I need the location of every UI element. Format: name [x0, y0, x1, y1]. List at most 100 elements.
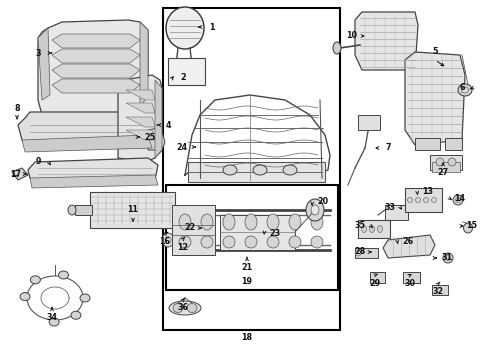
Text: 22: 22 — [184, 224, 195, 233]
Text: 23: 23 — [269, 229, 280, 238]
Ellipse shape — [68, 205, 76, 215]
Ellipse shape — [332, 42, 340, 54]
Polygon shape — [126, 103, 155, 113]
Polygon shape — [118, 75, 162, 162]
Bar — [168, 58, 204, 85]
Polygon shape — [22, 135, 152, 152]
Ellipse shape — [452, 195, 462, 205]
Ellipse shape — [179, 236, 191, 248]
Polygon shape — [126, 130, 155, 140]
Text: 26: 26 — [402, 237, 413, 246]
Bar — [357, 220, 389, 238]
Text: 9: 9 — [35, 157, 41, 166]
Bar — [402, 272, 419, 283]
Text: 8: 8 — [14, 104, 20, 112]
Text: 4: 4 — [165, 121, 170, 130]
Bar — [165, 185, 337, 290]
Bar — [163, 8, 339, 330]
Text: 13: 13 — [422, 188, 433, 197]
Text: 20: 20 — [317, 198, 328, 207]
Text: 21: 21 — [241, 264, 252, 273]
Ellipse shape — [244, 214, 257, 230]
Bar — [369, 272, 384, 283]
Text: 36: 36 — [177, 303, 188, 312]
Polygon shape — [38, 20, 148, 125]
Text: 7: 7 — [385, 144, 390, 153]
Text: 1: 1 — [209, 22, 214, 31]
Ellipse shape — [430, 198, 436, 202]
Polygon shape — [52, 34, 140, 48]
Ellipse shape — [165, 7, 203, 49]
Polygon shape — [155, 80, 162, 158]
Ellipse shape — [80, 294, 90, 302]
Ellipse shape — [266, 236, 279, 248]
Ellipse shape — [310, 236, 323, 248]
Ellipse shape — [201, 214, 213, 230]
Bar — [404, 188, 441, 212]
Bar — [429, 155, 461, 170]
Text: 5: 5 — [431, 48, 437, 57]
Polygon shape — [12, 168, 28, 180]
Text: 15: 15 — [466, 221, 476, 230]
Text: 31: 31 — [441, 253, 451, 262]
Polygon shape — [52, 79, 140, 93]
Text: 2: 2 — [180, 73, 185, 82]
Bar — [384, 205, 407, 220]
Ellipse shape — [415, 198, 420, 202]
Ellipse shape — [266, 214, 279, 230]
Ellipse shape — [423, 198, 427, 202]
Polygon shape — [52, 64, 140, 78]
Bar — [431, 285, 447, 295]
Ellipse shape — [30, 276, 41, 284]
Ellipse shape — [223, 165, 237, 175]
Ellipse shape — [169, 301, 201, 315]
Text: 3: 3 — [35, 49, 41, 58]
Ellipse shape — [354, 250, 360, 256]
Text: 25: 25 — [144, 132, 155, 141]
Text: 11: 11 — [127, 206, 138, 215]
Text: 24: 24 — [176, 143, 187, 152]
Text: 34: 34 — [46, 314, 58, 323]
Ellipse shape — [447, 158, 455, 166]
Text: 10: 10 — [346, 31, 357, 40]
Polygon shape — [18, 112, 152, 148]
Text: 17: 17 — [10, 170, 21, 179]
Polygon shape — [30, 175, 158, 188]
Ellipse shape — [442, 253, 452, 263]
Ellipse shape — [201, 236, 213, 248]
Bar — [220, 215, 294, 250]
Polygon shape — [126, 117, 155, 127]
Ellipse shape — [223, 214, 235, 230]
Ellipse shape — [377, 225, 382, 233]
Bar — [90, 192, 175, 228]
Bar — [414, 138, 439, 150]
Text: 16: 16 — [159, 238, 170, 247]
Text: 27: 27 — [437, 167, 447, 176]
Polygon shape — [38, 28, 50, 100]
Polygon shape — [148, 128, 164, 150]
Ellipse shape — [369, 225, 374, 233]
Bar — [172, 205, 215, 255]
Text: 19: 19 — [241, 278, 252, 287]
Text: 35: 35 — [354, 221, 365, 230]
Ellipse shape — [49, 318, 59, 326]
Text: 28: 28 — [354, 248, 365, 256]
Text: 32: 32 — [431, 288, 443, 297]
Ellipse shape — [59, 271, 68, 279]
Polygon shape — [28, 158, 158, 185]
Text: 14: 14 — [453, 194, 465, 202]
Bar — [444, 138, 461, 150]
Bar — [431, 162, 459, 172]
Text: 29: 29 — [368, 279, 380, 288]
Text: 6: 6 — [458, 84, 464, 93]
Polygon shape — [354, 12, 417, 70]
Bar — [75, 205, 92, 215]
Ellipse shape — [20, 293, 30, 301]
Ellipse shape — [283, 165, 296, 175]
Ellipse shape — [223, 236, 235, 248]
Ellipse shape — [407, 198, 412, 202]
Ellipse shape — [435, 158, 443, 166]
Polygon shape — [382, 235, 434, 258]
Polygon shape — [404, 52, 464, 145]
Text: 12: 12 — [177, 243, 188, 252]
